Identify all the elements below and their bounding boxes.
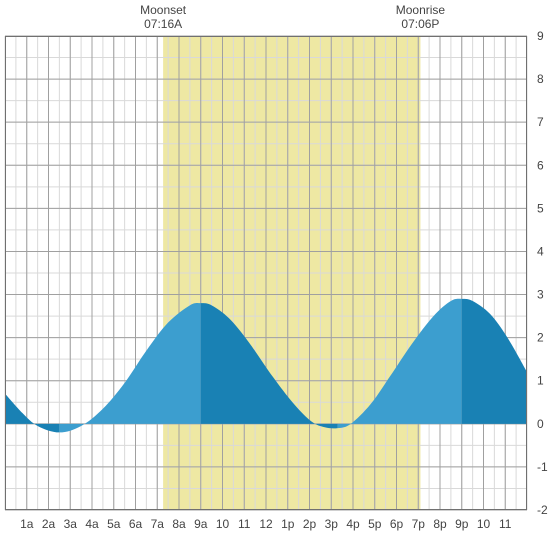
tide-chart: 1a2a3a4a5a6a7a8a9a1011121p2p3p4p5p6p7p8p… [0, 0, 550, 550]
x-tick-label: 3a [64, 517, 78, 531]
x-tick-label: 4p [346, 517, 360, 531]
y-tick-label: 2 [537, 331, 544, 345]
x-tick-label: 1p [281, 517, 295, 531]
x-tick-label: 2a [42, 517, 56, 531]
y-tick-label: 5 [537, 201, 544, 215]
x-tick-label: 12 [259, 517, 273, 531]
y-tick-label: 3 [537, 288, 544, 302]
y-tick-label: 0 [537, 417, 544, 431]
x-tick-label: 3p [325, 517, 339, 531]
x-tick-label: 6a [129, 517, 143, 531]
x-tick-label: 2p [303, 517, 317, 531]
y-tick-label: 4 [537, 244, 544, 258]
moonrise-label: Moonrise [396, 3, 446, 17]
y-tick-label: 7 [537, 115, 544, 129]
y-tick-label: 8 [537, 72, 544, 86]
x-tick-label: 9a [194, 517, 208, 531]
y-tick-label: 9 [537, 29, 544, 43]
x-tick-label: 10 [477, 517, 491, 531]
y-tick-label: 1 [537, 374, 544, 388]
y-tick-label: -1 [537, 460, 548, 474]
x-tick-label: 6p [390, 517, 404, 531]
x-tick-label: 8p [433, 517, 447, 531]
x-tick-label: 11 [238, 517, 251, 531]
y-tick-label: -2 [537, 503, 548, 517]
moonrise-time: 07:06P [401, 17, 439, 31]
x-tick-label: 4a [85, 517, 99, 531]
moonset-label: Moonset [140, 3, 187, 17]
x-tick-label: 9p [455, 517, 469, 531]
x-tick-label: 5a [107, 517, 121, 531]
x-tick-label: 7a [151, 517, 165, 531]
x-tick-label: 11 [499, 517, 512, 531]
x-tick-label: 7p [412, 517, 426, 531]
y-tick-label: 6 [537, 158, 544, 172]
x-tick-label: 5p [368, 517, 382, 531]
x-tick-label: 8a [172, 517, 186, 531]
x-tick-label: 1a [20, 517, 34, 531]
chart-svg: 1a2a3a4a5a6a7a8a9a1011121p2p3p4p5p6p7p8p… [0, 0, 550, 550]
moonset-time: 07:16A [144, 17, 182, 31]
x-tick-label: 10 [216, 517, 230, 531]
